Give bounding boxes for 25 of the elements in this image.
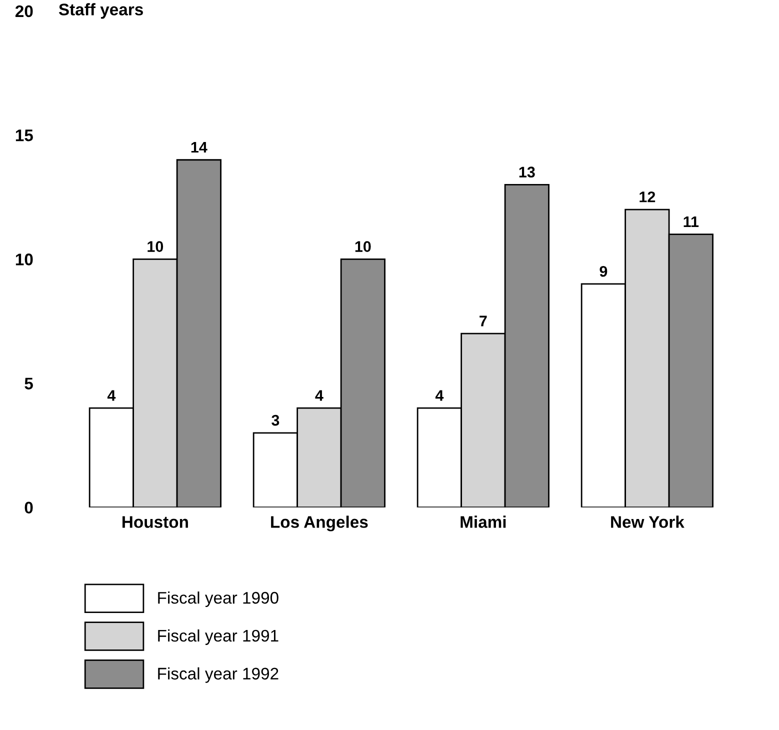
x-tick-label: Los Angeles xyxy=(271,516,368,532)
data-label: 12 xyxy=(640,192,656,202)
y-tick-label: 0 xyxy=(24,502,33,514)
data-label: 10 xyxy=(355,241,371,252)
x-tick-label: Miami xyxy=(460,516,506,528)
data-label: 4 xyxy=(107,390,116,401)
y-tick-label: 15 xyxy=(16,130,33,142)
legend-label: Fiscal year 1991 xyxy=(158,629,278,645)
y-tick-label: 10 xyxy=(16,254,33,266)
data-label: 3 xyxy=(272,414,280,426)
data-label: 7 xyxy=(480,316,487,326)
data-label: 11 xyxy=(684,216,699,227)
y-tick-label: 5 xyxy=(24,378,33,390)
y-tick-label: 20 xyxy=(15,5,33,18)
x-tick-label: New York xyxy=(611,516,684,528)
data-label: 13 xyxy=(519,166,535,178)
x-tick-label: Houston xyxy=(122,516,188,528)
data-label: 10 xyxy=(148,241,164,252)
legend-label: Fiscal year 1992 xyxy=(158,667,278,683)
legend-label: Fiscal year 1990 xyxy=(158,591,278,608)
data-label: 4 xyxy=(435,390,444,401)
data-label: 4 xyxy=(315,390,324,401)
data-label: 9 xyxy=(600,266,608,277)
y-axis-title: Staff years xyxy=(58,3,143,19)
data-label: 14 xyxy=(191,142,208,153)
